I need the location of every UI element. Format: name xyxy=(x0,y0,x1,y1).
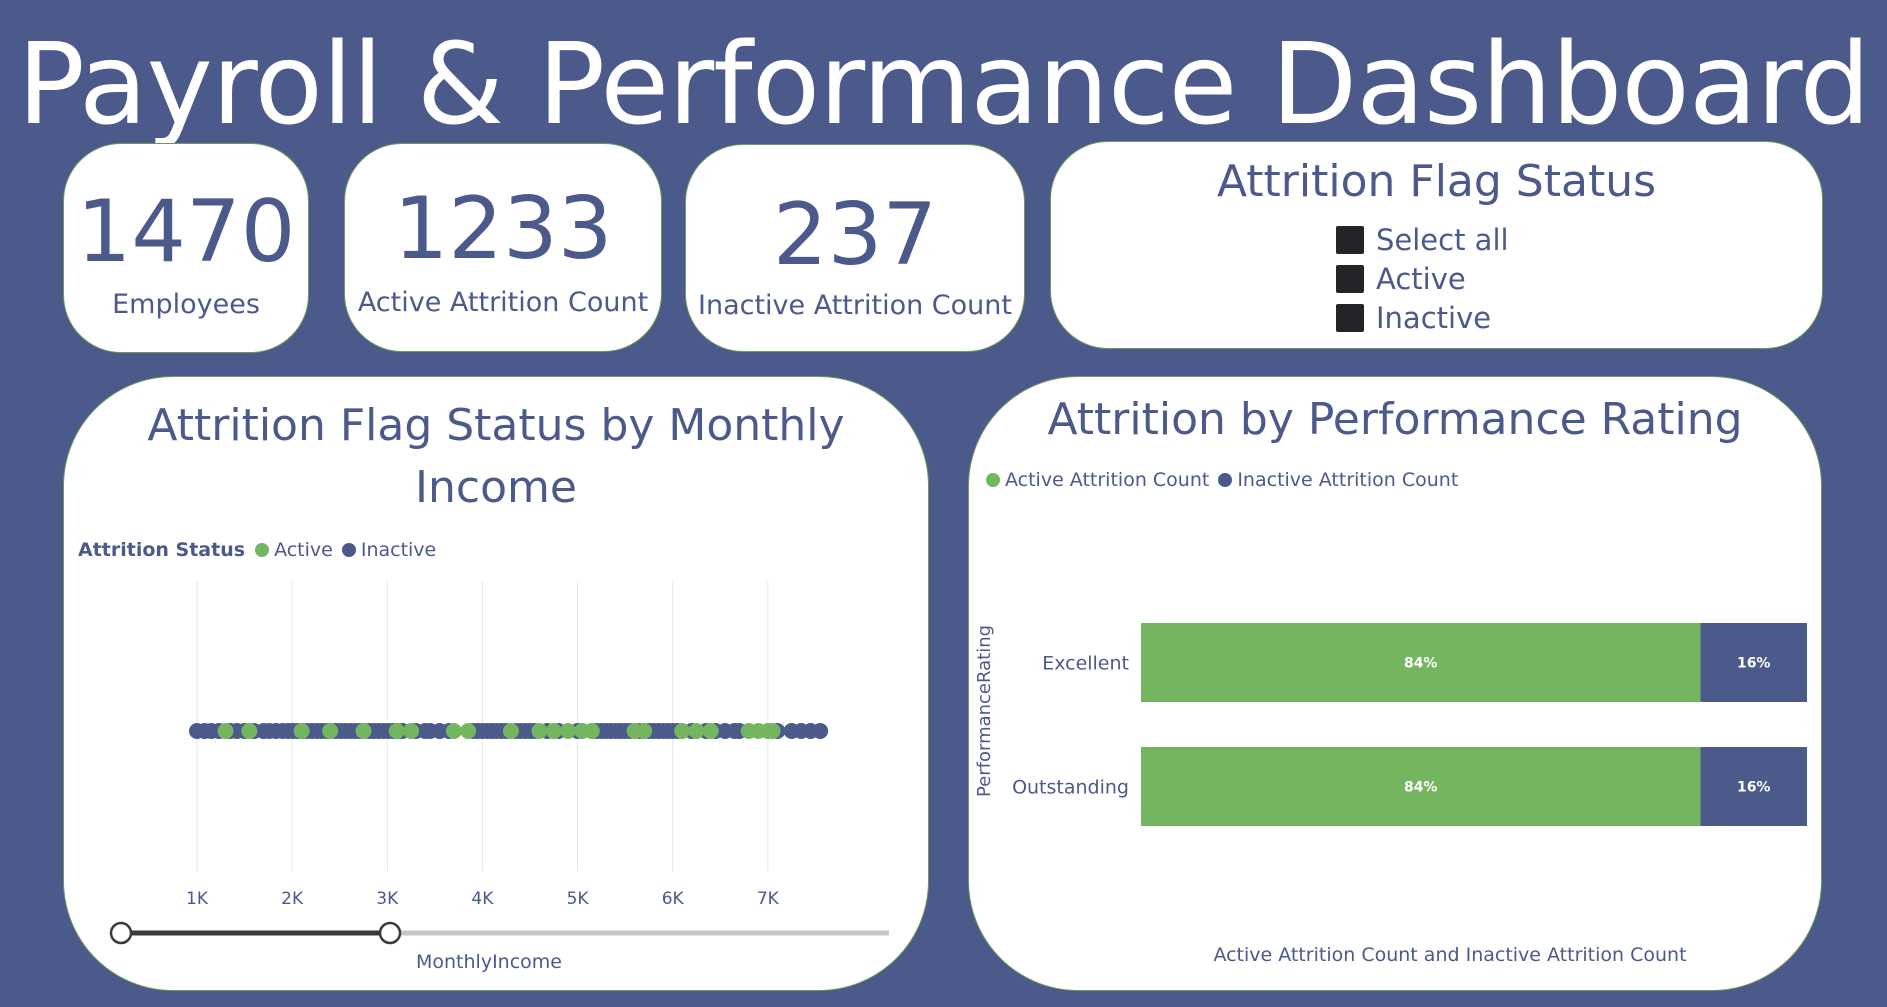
x-tick-label: 2K xyxy=(281,889,304,909)
kpi-employees-value: 1470 xyxy=(76,182,296,282)
kpi-active-value: 1233 xyxy=(393,179,613,279)
attrition-flag-slicer: Attrition Flag Status Select all Active … xyxy=(1050,141,1823,349)
x-tick-label: 3K xyxy=(376,889,399,909)
legend-dot-icon xyxy=(986,473,1000,487)
x-tick-label: 7K xyxy=(757,889,780,909)
y-category-label: Outstanding xyxy=(1012,777,1129,799)
slicer-item-inactive[interactable]: Inactive xyxy=(1336,301,1492,335)
scatter-point-active[interactable] xyxy=(388,723,405,739)
legend-label: Inactive Attrition Count xyxy=(1237,469,1459,491)
scatter-legend: Attrition Status Active Inactive xyxy=(78,539,445,561)
dashboard-title: Payroll & Performance Dashboard xyxy=(17,20,1870,150)
bar-segment-active[interactable] xyxy=(1141,623,1701,702)
kpi-inactive-label: Inactive Attrition Count xyxy=(698,290,1012,321)
x-tick-label: 4K xyxy=(471,889,494,909)
x-axis-title: MonthlyIncome xyxy=(416,951,562,973)
kpi-card-employees: 1470 Employees xyxy=(63,143,309,353)
legend-dot-icon xyxy=(1218,473,1233,487)
scatter-point-active[interactable] xyxy=(764,723,781,739)
legend-item-active[interactable]: Active xyxy=(255,539,333,561)
x-tick-label: 1K xyxy=(186,889,209,909)
scatter-point-active[interactable] xyxy=(702,723,719,739)
bar-segment-inactive[interactable] xyxy=(1700,747,1807,826)
slicer-item-label: Active xyxy=(1376,262,1466,296)
scatter-point-active[interactable] xyxy=(531,723,548,739)
scatter-point-active[interactable] xyxy=(502,723,519,739)
legend-item-active-attrition[interactable]: Active Attrition Count xyxy=(986,469,1209,491)
bar-data-label: 84% xyxy=(1404,780,1438,796)
scatter-point-active[interactable] xyxy=(636,723,653,739)
scatter-point-active[interactable] xyxy=(583,723,600,739)
kpi-active-label: Active Attrition Count xyxy=(357,287,649,318)
checkbox-icon[interactable] xyxy=(1336,265,1364,293)
legend-label: Active Attrition Count xyxy=(1005,469,1210,491)
scatter-point-active[interactable] xyxy=(241,723,258,739)
scatter-point-active[interactable] xyxy=(445,723,462,739)
slicer-item-active[interactable]: Active xyxy=(1336,262,1466,296)
slicer-title: Attrition Flag Status xyxy=(1216,156,1657,207)
checkbox-icon[interactable] xyxy=(1336,304,1364,332)
legend-title: Attrition Status xyxy=(78,539,246,561)
scatter-point-active[interactable] xyxy=(674,723,691,739)
scatter-point-active[interactable] xyxy=(560,723,577,739)
scatter-point-active[interactable] xyxy=(355,723,372,739)
scatter-chart-title: Attrition Flag Status by Monthly Income xyxy=(147,400,845,513)
scatter-plot[interactable]: 1K 2K 3K 4K 5K 6K 7K xyxy=(64,377,930,992)
legend-item-inactive-attrition[interactable]: Inactive Attrition Count xyxy=(1218,469,1458,491)
bar-segment-active[interactable] xyxy=(1141,747,1701,826)
kpi-card-inactive-attrition: 237 Inactive Attrition Count xyxy=(685,144,1025,352)
bar-chart-card: Attrition by Performance Rating Active A… xyxy=(968,376,1822,991)
slider-handle-max[interactable] xyxy=(378,921,402,945)
bar-data-label: 84% xyxy=(1404,656,1438,672)
scatter-point-active[interactable] xyxy=(403,723,420,739)
legend-label: Inactive xyxy=(360,539,437,561)
scatter-point-active[interactable] xyxy=(293,723,310,739)
bar-legend: Active Attrition Count Inactive Attritio… xyxy=(986,469,1467,491)
legend-dot-icon xyxy=(255,543,270,557)
scatter-point-active[interactable] xyxy=(460,723,477,739)
y-category-label: Excellent xyxy=(1042,653,1129,675)
x-axis-title: Active Attrition Count and Inactive Attr… xyxy=(1213,944,1687,966)
scatter-point-active[interactable] xyxy=(545,723,562,739)
slicer-item-label: Inactive xyxy=(1376,301,1492,335)
legend-item-inactive[interactable]: Inactive xyxy=(341,539,437,561)
scatter-chart-card: Attrition Flag Status by Monthly Income … xyxy=(63,376,929,991)
bar-data-label: 16% xyxy=(1737,656,1771,672)
slider-handle-min[interactable] xyxy=(109,921,133,945)
scatter-point-active[interactable] xyxy=(322,723,339,739)
slicer-item-select-all[interactable]: Select all xyxy=(1336,223,1509,257)
legend-dot-icon xyxy=(341,543,356,557)
legend-label: Active xyxy=(274,539,333,561)
kpi-card-active-attrition: 1233 Active Attrition Count xyxy=(344,143,662,352)
x-tick-label: 5K xyxy=(567,889,590,909)
kpi-employees-label: Employees xyxy=(112,289,260,320)
checkbox-icon[interactable] xyxy=(1336,226,1364,254)
bar-plot[interactable]: Excellent Outstanding 84% 16% 84% 16% xyxy=(969,377,1823,992)
scatter-point-active[interactable] xyxy=(688,723,705,739)
kpi-inactive-value: 237 xyxy=(772,185,938,285)
x-tick-label: 6K xyxy=(662,889,685,909)
scatter-point-active[interactable] xyxy=(217,723,234,739)
bar-segment-inactive[interactable] xyxy=(1700,623,1807,702)
scatter-point-inactive[interactable] xyxy=(812,723,829,739)
slicer-item-label: Select all xyxy=(1376,223,1509,257)
bar-data-label: 16% xyxy=(1737,780,1771,796)
bar-chart-title: Attrition by Performance Rating xyxy=(1047,394,1743,445)
